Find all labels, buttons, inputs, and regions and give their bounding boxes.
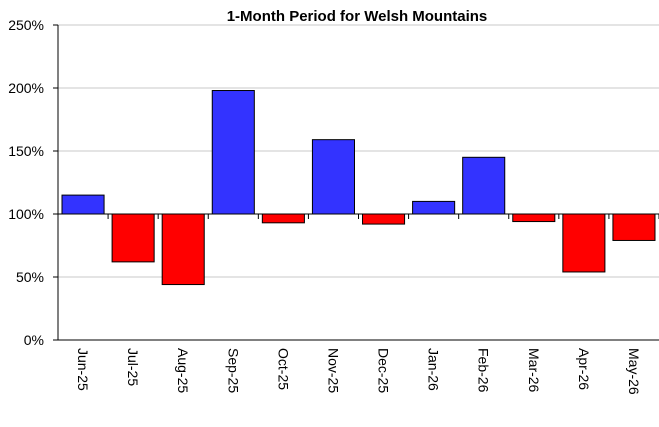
x-tick-label: Dec-25 [376, 348, 392, 393]
x-tick-label: Aug-25 [175, 348, 191, 393]
chart-title: 1-Month Period for Welsh Mountains [227, 8, 488, 25]
bar-jun-25 [61, 194, 105, 215]
bar-sep-25 [211, 90, 255, 215]
x-tick-label: Jul-25 [125, 348, 141, 386]
bar-jul-25 [111, 213, 155, 263]
bar-apr-26 [562, 213, 606, 273]
y-tick-label: 150% [8, 143, 44, 159]
bar-nov-25 [311, 139, 355, 215]
bar-feb-26 [462, 156, 506, 215]
x-tick-label: Jan-26 [426, 348, 442, 391]
bar-jan-26 [412, 200, 456, 215]
bar-mar-26 [512, 213, 556, 223]
y-tick-label: 50% [16, 269, 44, 285]
bar-may-26 [612, 213, 656, 241]
y-tick-labels: 0% 50% 100% 150% 200% 250% [8, 17, 44, 348]
x-tick-label: Nov-25 [325, 348, 341, 393]
y-tick-label: 250% [8, 17, 44, 33]
x-tick-label: Feb-26 [476, 348, 492, 393]
x-tick-label: Mar-26 [526, 348, 542, 393]
bar-oct-25 [261, 213, 305, 224]
y-tick-label: 0% [24, 332, 44, 348]
x-tick-label: Oct-25 [275, 348, 291, 390]
x-tick-labels: Jun-25 Jul-25 Aug-25 Sep-25 Oct-25 Nov-25 Dec-… [75, 348, 642, 395]
x-tick-label: Sep-25 [225, 348, 241, 393]
bar-dec-25 [362, 213, 406, 225]
y-tick-label: 100% [8, 206, 44, 222]
x-tick-label: Jun-25 [75, 348, 91, 391]
bars [61, 90, 656, 286]
bar-aug-25 [161, 213, 205, 286]
x-tick-label: Apr-26 [576, 348, 592, 390]
y-tick-label: 200% [8, 80, 44, 96]
x-tick-label: May-26 [626, 348, 642, 395]
axes [53, 24, 659, 341]
